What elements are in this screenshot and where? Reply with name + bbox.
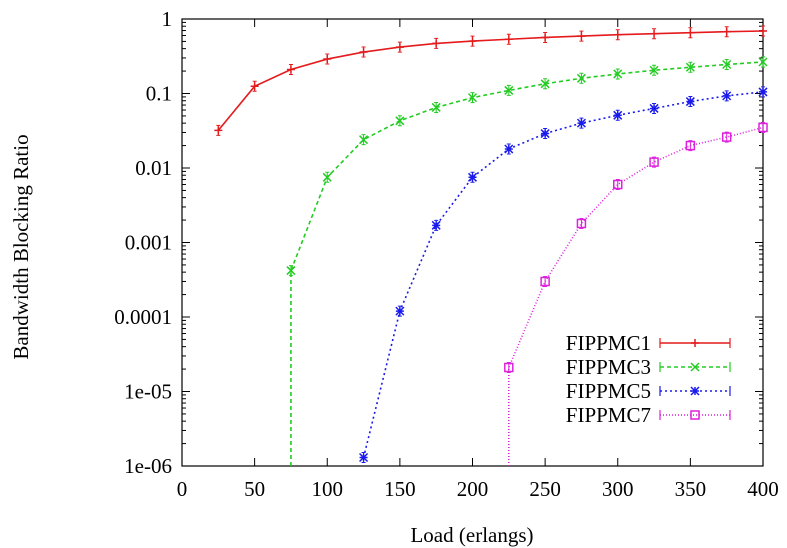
data-point bbox=[286, 65, 295, 74]
data-point bbox=[613, 110, 623, 120]
data-point bbox=[323, 55, 332, 64]
legend-errorbar bbox=[659, 338, 731, 348]
x-tick-label: 50 bbox=[244, 477, 265, 501]
data-point bbox=[576, 218, 587, 229]
data-point bbox=[540, 79, 550, 89]
data-point bbox=[685, 97, 695, 107]
data-point bbox=[686, 28, 695, 37]
data-point bbox=[758, 122, 768, 133]
data-point bbox=[431, 220, 441, 230]
series-line bbox=[290, 61, 764, 466]
series-line bbox=[508, 126, 764, 466]
data-point bbox=[359, 135, 369, 145]
data-point bbox=[359, 48, 368, 57]
axes bbox=[181, 18, 764, 467]
x-tick-label: 200 bbox=[457, 477, 489, 501]
legend-marker bbox=[690, 386, 700, 396]
data-point bbox=[758, 57, 768, 67]
y-tick-label: 1e-05 bbox=[124, 380, 172, 404]
data-point bbox=[722, 27, 731, 36]
y-tick-label: 0.01 bbox=[135, 156, 172, 180]
x-tick-label: 100 bbox=[312, 477, 344, 501]
y-tick-label: 1e-06 bbox=[124, 454, 172, 478]
data-point bbox=[721, 132, 732, 142]
series-lines bbox=[214, 25, 768, 466]
legend-label: FIPPMC7 bbox=[566, 403, 651, 427]
data-point bbox=[395, 116, 405, 126]
data-point bbox=[467, 93, 478, 103]
x-tick-label: 0 bbox=[177, 477, 188, 501]
data-point bbox=[576, 73, 586, 83]
series-line bbox=[217, 30, 764, 131]
x-tick-label: 350 bbox=[675, 477, 707, 501]
data-point bbox=[540, 129, 550, 139]
data-point bbox=[504, 85, 514, 95]
series-FIPPMC1 bbox=[214, 25, 767, 136]
legend-errorbar bbox=[659, 410, 731, 420]
x-tick-label: 250 bbox=[529, 477, 561, 501]
data-point bbox=[722, 59, 732, 70]
data-point bbox=[649, 157, 659, 167]
series-FIPPMC3 bbox=[286, 56, 768, 466]
data-point bbox=[395, 306, 405, 316]
tick-labels: 0 50 100 150 200 250 300 350 400 1e-06 1e-05 0.0001… bbox=[114, 7, 779, 501]
data-point bbox=[541, 33, 550, 42]
x-tick-label: 300 bbox=[602, 477, 634, 501]
data-point bbox=[432, 39, 441, 48]
data-point bbox=[214, 126, 223, 135]
data-point bbox=[685, 62, 695, 72]
y-tick-label: 0.0001 bbox=[114, 305, 172, 329]
y-tick-label: 0.1 bbox=[146, 82, 172, 106]
data-point bbox=[576, 118, 586, 128]
x-tick-label: 400 bbox=[747, 477, 779, 501]
legend-errorbar bbox=[659, 386, 731, 396]
data-point bbox=[649, 103, 659, 113]
data-point bbox=[395, 43, 404, 52]
y-tick-label: 1 bbox=[162, 7, 173, 31]
legend-label: FIPPMC1 bbox=[566, 331, 651, 355]
legend-errorbar bbox=[659, 362, 731, 372]
data-point bbox=[467, 172, 478, 182]
legend-label: FIPPMC5 bbox=[566, 379, 651, 403]
x-axis-label: Load (erlangs) bbox=[410, 523, 533, 547]
data-point bbox=[322, 172, 332, 182]
series-FIPPMC5 bbox=[359, 86, 768, 464]
data-point bbox=[650, 29, 659, 38]
data-point bbox=[504, 144, 514, 154]
data-point bbox=[577, 32, 586, 41]
data-point bbox=[759, 27, 767, 36]
data-point bbox=[504, 362, 514, 373]
y-tick-label: 0.001 bbox=[125, 231, 172, 255]
data-point bbox=[758, 87, 768, 97]
data-point bbox=[649, 65, 659, 75]
x-tick-label: 150 bbox=[384, 477, 416, 501]
legend-marker bbox=[690, 410, 700, 420]
series-FIPPMC7 bbox=[504, 121, 768, 466]
data-point bbox=[613, 179, 623, 190]
data-point bbox=[359, 452, 369, 463]
data-point bbox=[613, 69, 623, 79]
data-point bbox=[613, 30, 622, 39]
data-point bbox=[286, 266, 296, 276]
data-point bbox=[722, 91, 732, 101]
data-point bbox=[431, 102, 441, 112]
legend-marker bbox=[691, 339, 699, 347]
y-axis-label: Bandwidth Blocking Ratio bbox=[9, 134, 33, 359]
series-line bbox=[362, 91, 764, 458]
data-point bbox=[540, 276, 550, 287]
data-point bbox=[250, 82, 259, 91]
plot-frame bbox=[181, 18, 764, 467]
data-point bbox=[468, 37, 477, 46]
data-point bbox=[685, 140, 696, 151]
legend-label: FIPPMC3 bbox=[566, 355, 651, 379]
data-point bbox=[504, 35, 513, 44]
legend-marker bbox=[690, 362, 700, 372]
